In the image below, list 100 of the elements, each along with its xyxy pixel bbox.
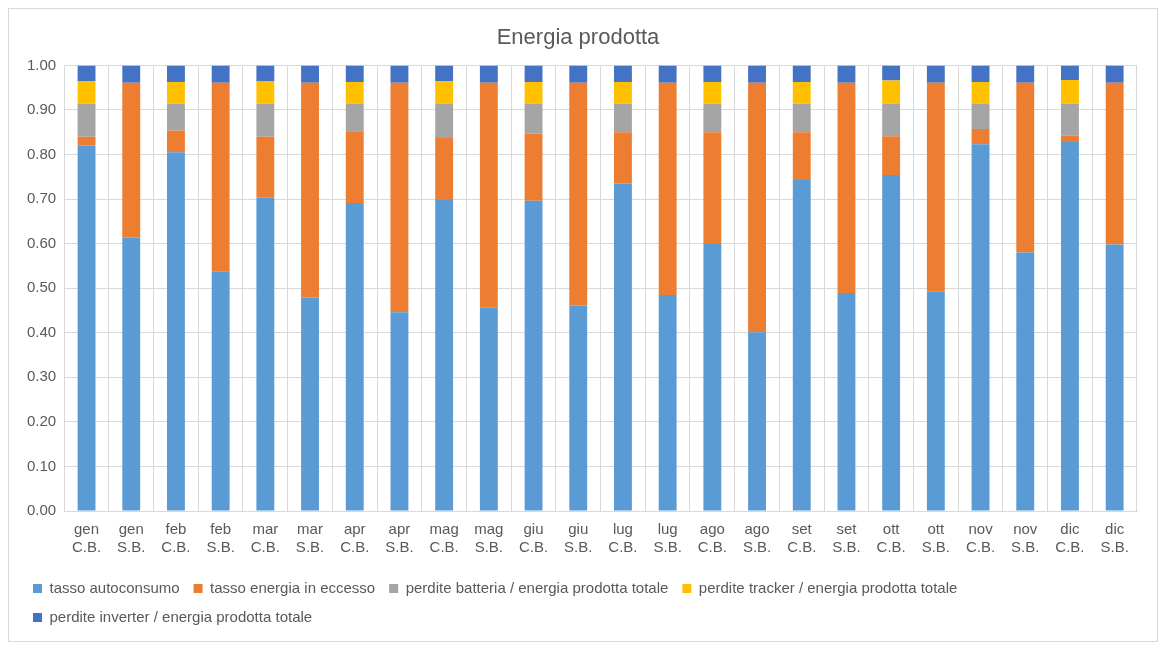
- x-tick-label: mag C.B.: [429, 520, 459, 556]
- bar: [882, 136, 901, 176]
- chart-title: Energia prodotta: [496, 24, 661, 50]
- legend-label: tasso autoconsumo: [49, 578, 180, 596]
- bar: [926, 291, 945, 511]
- bar: [971, 103, 990, 130]
- bar: [345, 131, 364, 204]
- x-tick-label: giu S.B.: [564, 520, 593, 556]
- bar: [1105, 244, 1124, 511]
- bar: [390, 82, 409, 313]
- bar: [614, 183, 632, 511]
- bar: [703, 81, 722, 104]
- bar: [435, 81, 454, 104]
- bar: [77, 65, 96, 81]
- bar: [524, 200, 543, 511]
- bar: [971, 81, 990, 104]
- bar: [122, 82, 141, 238]
- bar: [77, 81, 96, 104]
- x-tick-label: ago S.B.: [742, 520, 772, 556]
- x-tick-label: set C.B.: [787, 520, 817, 556]
- bar: [926, 82, 945, 292]
- bar: [1016, 82, 1035, 253]
- x-tick-label: nov C.B.: [965, 520, 996, 556]
- bar: [971, 65, 990, 82]
- bar: [658, 82, 677, 295]
- bar: [971, 129, 990, 145]
- x-tick-label: ott C.B.: [876, 520, 906, 556]
- y-tick-label: 1.00: [26, 55, 57, 73]
- y-tick-label: 0.30: [26, 367, 57, 385]
- y-tick-label: 0.60: [26, 233, 57, 251]
- x-tick-label: feb S.B.: [206, 520, 235, 556]
- legend-label: perdite inverter / energia prodotta totale: [49, 607, 313, 625]
- bar: [256, 197, 275, 511]
- bar: [748, 332, 766, 511]
- bar: [256, 136, 275, 198]
- bar: [345, 103, 364, 132]
- bar: [614, 132, 632, 184]
- bar: [77, 136, 96, 146]
- bar: [211, 82, 230, 272]
- bar: [524, 133, 543, 201]
- bar: [435, 103, 454, 139]
- y-tick-label: 0.00: [26, 501, 57, 519]
- bar: [614, 103, 632, 133]
- x-tick-label: set S.B.: [832, 520, 861, 556]
- x-tick-label: apr C.B.: [340, 520, 370, 556]
- bar: [971, 144, 990, 511]
- bar: [703, 132, 722, 245]
- x-tick-label: mag S.B.: [474, 520, 504, 556]
- bar: [792, 65, 811, 82]
- bar: [390, 312, 409, 511]
- x-tick-label: gen C.B.: [71, 520, 102, 556]
- bar: [345, 65, 364, 82]
- bar: [479, 65, 498, 83]
- bar: [882, 175, 901, 511]
- bar: [837, 82, 856, 294]
- x-tick-label: apr S.B.: [385, 520, 414, 556]
- bar: [122, 237, 141, 511]
- x-tick-label: ago C.B.: [697, 520, 727, 556]
- bar: [301, 82, 319, 298]
- bar: [1061, 135, 1079, 143]
- bar: [882, 103, 901, 137]
- y-tick-label: 0.50: [26, 278, 57, 296]
- y-tick-label: 0.90: [26, 100, 57, 118]
- x-tick-label: feb C.B.: [161, 520, 191, 556]
- bar: [167, 65, 185, 82]
- bar: [301, 65, 319, 83]
- bar: [256, 65, 275, 82]
- bar: [614, 81, 632, 104]
- bar: [926, 65, 945, 83]
- bar: [792, 132, 811, 180]
- x-tick-label: lug C.B.: [608, 520, 638, 556]
- bar: [256, 103, 275, 137]
- bar: [435, 65, 454, 81]
- bar: [837, 293, 856, 511]
- bar: [1061, 65, 1079, 81]
- bar: [748, 82, 766, 333]
- y-tick-label: 0.20: [26, 412, 57, 430]
- bar: [792, 103, 811, 133]
- bar: [390, 65, 409, 83]
- bar: [569, 82, 588, 306]
- bar: [167, 103, 185, 131]
- y-tick-label: 0.10: [26, 456, 57, 474]
- bar: [569, 65, 588, 83]
- bar: [211, 271, 230, 511]
- bar: [167, 81, 185, 104]
- x-tick-label: ott S.B.: [921, 520, 951, 556]
- bar: [435, 199, 454, 511]
- bar: [524, 65, 543, 82]
- bar: [748, 65, 766, 83]
- bar: [77, 145, 96, 511]
- y-tick-label: 0.70: [26, 189, 57, 207]
- bar: [122, 65, 141, 83]
- bar: [703, 103, 722, 133]
- bar: [479, 307, 498, 511]
- legend-label: perdite tracker / energia prodotta totale: [698, 578, 958, 596]
- legend-label: tasso energia in eccesso: [210, 578, 376, 596]
- x-tick-label: lug S.B.: [653, 520, 682, 556]
- bar: [301, 297, 319, 511]
- legend-label: perdite batteria / energia prodotta totale: [405, 578, 669, 596]
- x-tick-label: mar C.B.: [250, 520, 280, 556]
